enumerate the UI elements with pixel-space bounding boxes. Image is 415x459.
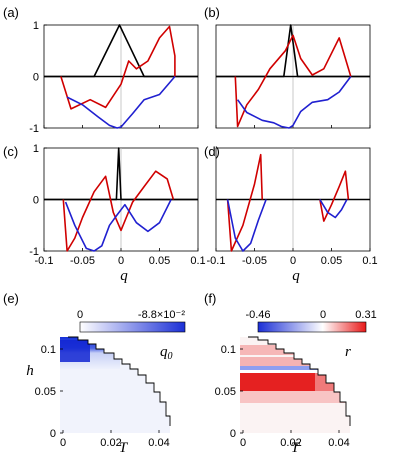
x-axis-label-d: q	[292, 268, 300, 284]
y-tick-label: 0.1	[41, 344, 56, 356]
colorbar-f-tick-0: -0.46	[245, 309, 270, 321]
x-tick-label: 0	[290, 255, 296, 267]
x-axis-label-f: T	[291, 440, 301, 456]
y-tick-label: 0	[50, 428, 56, 440]
panel-a: 1 0 -1	[29, 20, 199, 135]
heatmap-f-band-3	[240, 391, 345, 403]
axis-ticks-f: 0 0.02 0.04 0.1 0.05 0	[215, 344, 350, 449]
y-tick-label: 0.05	[35, 386, 56, 398]
y-tick-label: 0	[33, 72, 39, 84]
y-tick-label: 1	[33, 143, 39, 155]
series-line-0	[226, 153, 263, 252]
y-axis-label-e: h	[26, 363, 34, 379]
phase-boundary-e	[68, 336, 171, 426]
series-line-0	[44, 24, 198, 78]
x-tick-label: 0.04	[328, 437, 349, 449]
colorbar-f-tick-1: 0	[320, 309, 326, 321]
y-tick-label: -1	[29, 246, 39, 258]
panel-label-c: (c)	[3, 144, 18, 159]
panel-e: 0 -8.8×10⁻² q0 0 0.02 0.040.10.050 T h	[26, 309, 190, 456]
panel-b	[215, 24, 371, 129]
colorbar-e-tick-1: -8.8×10⁻²	[138, 309, 185, 321]
phase-boundary-f	[248, 336, 351, 426]
panel-label-e: (e)	[3, 291, 19, 306]
y-tick-label: 0.1	[221, 344, 236, 356]
x-tick-label: 0	[240, 437, 246, 449]
x-tick-label: 0.1	[190, 255, 205, 267]
x-axis-label-e: T	[119, 440, 129, 456]
panel-label-b: (b)	[204, 5, 220, 20]
panel-label-a: (a)	[3, 5, 19, 20]
series-line-1	[60, 25, 176, 110]
y-tick-label: -1	[29, 123, 39, 135]
y-tick-label: 1	[33, 20, 39, 32]
series-line-2	[319, 170, 350, 222]
panel-f: -0.46 0 0.31 r 0 0.02 0.04 0.1 0.05 0 T	[215, 309, 377, 456]
x-tick-label: 0.1	[362, 255, 377, 267]
x-tick-label: -0.05	[70, 255, 95, 267]
x-tick-label: 0.02	[100, 437, 121, 449]
panel-label-d: (d)	[204, 144, 220, 159]
series-line-1	[62, 170, 175, 252]
axis-ticks-e: 0 0.02 0.04 0.1 0.05 0	[35, 344, 170, 449]
y-tick-label: 0	[33, 195, 39, 207]
colorbar-e	[79, 321, 186, 333]
x-axis-label-c: q	[120, 268, 128, 284]
series-line-2	[64, 199, 172, 252]
heatmap-f-var-label: r	[345, 344, 351, 360]
colorbar-f-tick-2: 0.31	[355, 309, 376, 321]
heatmap-f-white-band	[240, 370, 350, 373]
x-tick-label: -0.1	[35, 255, 54, 267]
x-tick-label: 0	[118, 255, 124, 267]
colorbar-e-tick-0: 0	[77, 309, 83, 321]
heatmap-f-red-core	[240, 373, 315, 391]
series-line-1	[226, 199, 267, 252]
x-tick-label: 0.05	[321, 255, 342, 267]
y-tick-label: 0	[230, 428, 236, 440]
x-tick-label: 0	[60, 437, 66, 449]
heatmap-f-band-2	[240, 357, 340, 366]
panel-label-f: (f)	[204, 291, 216, 306]
heatmap-e-var-subscript: 0	[168, 351, 173, 362]
panel-d: -0.1 -0.05 0 0.05 0.1	[207, 147, 378, 267]
series-line-2	[66, 75, 176, 129]
heatmap-e-core	[60, 340, 90, 362]
x-tick-label: 0.05	[149, 255, 170, 267]
series-line-0	[216, 24, 370, 78]
series-line-0	[44, 147, 198, 201]
panel-c: 1 0 -1-0.1 -0.05 0 0.05 0.1	[29, 143, 205, 267]
y-tick-label: 0.05	[215, 386, 236, 398]
x-tick-label: -0.1	[207, 255, 226, 267]
x-tick-label: 0.02	[280, 437, 301, 449]
colorbar-f	[257, 321, 367, 333]
heatmap-f-blue-band	[240, 366, 350, 370]
series-line-2	[236, 76, 352, 129]
x-tick-label: -0.05	[242, 255, 267, 267]
x-tick-label: 0.04	[148, 437, 169, 449]
series-line-3	[319, 199, 348, 219]
series-line-1	[234, 34, 352, 128]
